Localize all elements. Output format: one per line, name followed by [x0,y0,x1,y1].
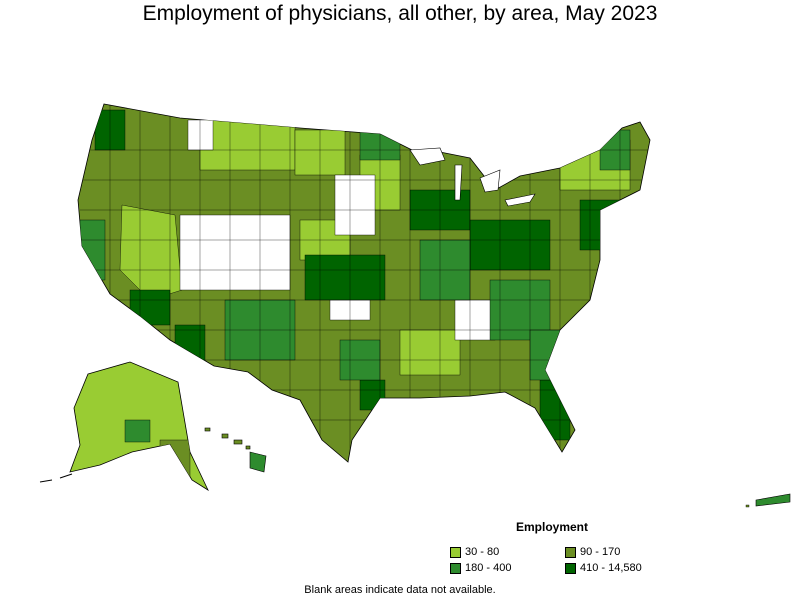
legend-label: 180 - 400 [465,562,512,574]
alaska-region [39,361,209,492]
puerto-rico-region [745,493,791,508]
legend-title: Employment [516,520,589,534]
legend-item-180-400: 180 - 400 [450,562,511,574]
legend-swatch-light-green [450,546,461,558]
legend-item-410-14580: 410 - 14,580 [565,562,642,574]
footnote: Blank areas indicate data not available. [304,584,496,596]
legend-item-30-80: 30 - 80 [450,546,499,558]
legend-label: 90 - 170 [580,546,621,558]
legend-swatch-olive-green [565,546,576,558]
legend-label: 30 - 80 [465,546,500,558]
legend-swatch-dark-green [565,562,576,574]
legend-label: 410 - 14,580 [580,562,642,574]
map-title: Employment of physicians, all other, by … [142,2,658,25]
hawaii-region [204,427,267,473]
legend-swatch-medium-green [450,562,461,574]
legend-item-90-170: 90 - 170 [565,546,620,558]
contiguous-us-region [77,103,651,463]
